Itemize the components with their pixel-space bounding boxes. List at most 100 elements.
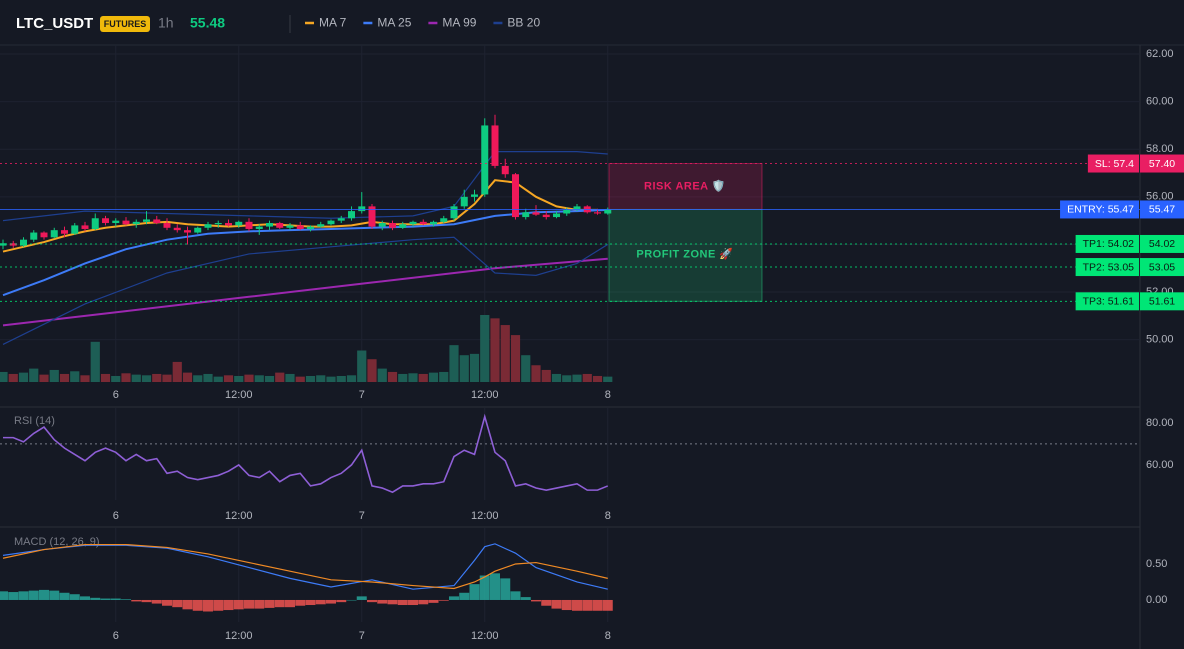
histogram-bar bbox=[18, 591, 29, 600]
volume-bar bbox=[223, 375, 234, 382]
level-value-box bbox=[1140, 258, 1184, 277]
macd-line bbox=[2, 543, 608, 590]
legend-label: BB 20 bbox=[507, 16, 540, 30]
level-value-label: 54.02 bbox=[1149, 238, 1175, 250]
histogram-bar bbox=[459, 592, 470, 600]
volume-bar bbox=[275, 372, 285, 382]
histogram-bar bbox=[326, 599, 336, 604]
volume-bar bbox=[346, 375, 357, 382]
candle-body bbox=[553, 213, 560, 218]
candle-body bbox=[471, 194, 478, 197]
volume-bar bbox=[254, 375, 264, 382]
indicator-line bbox=[2, 151, 608, 222]
candle-body bbox=[194, 227, 202, 233]
level-label-box bbox=[1075, 258, 1139, 277]
volume-bar bbox=[428, 372, 439, 382]
badge-bg bbox=[100, 16, 150, 32]
level-label: ENTRY: 55.47 bbox=[1067, 204, 1134, 216]
volume-bar bbox=[264, 375, 275, 382]
x-tick-label: 7 bbox=[359, 510, 365, 522]
volume-bar bbox=[111, 375, 121, 382]
macd-title: MACD (12, 26, 9) bbox=[14, 536, 100, 548]
level-label-box bbox=[1060, 200, 1139, 219]
histogram-bar bbox=[408, 599, 418, 606]
histogram-bar bbox=[203, 599, 213, 612]
candle-body bbox=[430, 221, 437, 225]
histogram-bar bbox=[100, 598, 111, 600]
volume-bar bbox=[0, 371, 8, 382]
candle-body bbox=[173, 227, 181, 231]
histogram-bar bbox=[39, 589, 49, 600]
histogram-bar bbox=[336, 599, 347, 603]
volume-bar bbox=[480, 315, 490, 382]
level-tag: 54.02 TP1: 54.02 bbox=[1075, 234, 1184, 253]
x-tick-label: 8 bbox=[605, 389, 611, 401]
candle-body bbox=[276, 223, 284, 228]
level-label: SL: 57.4 bbox=[1095, 158, 1134, 170]
candle-body bbox=[358, 206, 366, 212]
volume-bar bbox=[305, 375, 316, 382]
candle-body bbox=[245, 221, 253, 229]
volume-bar bbox=[39, 374, 49, 382]
level-value-label: 53.05 bbox=[1149, 261, 1175, 273]
volume-bar bbox=[203, 373, 213, 382]
candle-body bbox=[184, 230, 191, 233]
candle-body bbox=[460, 196, 468, 207]
level-label-box bbox=[1087, 154, 1139, 173]
legend-label: MA 25 bbox=[377, 16, 411, 30]
volume-bar bbox=[90, 341, 100, 382]
histogram-bar bbox=[182, 599, 193, 610]
candle-body bbox=[512, 174, 519, 218]
level-tag: 51.61 TP3: 51.61 bbox=[1075, 292, 1184, 311]
histogram-bar bbox=[264, 599, 275, 608]
level-tag: 55.47 ENTRY: 55.47 bbox=[1060, 200, 1184, 219]
volume-bar bbox=[510, 335, 521, 382]
macd-line bbox=[2, 543, 608, 590]
histogram-bar bbox=[192, 599, 203, 611]
x-tick-label: 12:00 bbox=[225, 389, 253, 401]
rsi-line bbox=[3, 413, 609, 494]
x-tick-label: 8 bbox=[605, 510, 611, 522]
candle-body bbox=[30, 232, 38, 240]
histogram-bar bbox=[572, 599, 582, 611]
level-value-box bbox=[1140, 234, 1184, 253]
volume-bar bbox=[213, 376, 223, 382]
y-tick-label: 56.00 bbox=[1146, 191, 1174, 203]
histogram-bar bbox=[69, 594, 80, 600]
histogram-bar bbox=[28, 590, 39, 600]
level-label-box bbox=[1075, 234, 1139, 253]
volume-bar bbox=[172, 361, 182, 382]
volume-bar bbox=[80, 375, 90, 382]
candle-body bbox=[440, 218, 448, 222]
volume-bar bbox=[29, 368, 39, 382]
candle-body bbox=[91, 218, 99, 229]
volume-bar bbox=[152, 373, 162, 382]
zone-label: PROFIT ZONE 🚀 bbox=[636, 247, 733, 260]
volume-bar bbox=[398, 373, 408, 382]
histogram-bar bbox=[592, 599, 603, 611]
volume-bar bbox=[285, 373, 295, 382]
histogram-bar bbox=[110, 598, 121, 600]
candle-body bbox=[542, 214, 550, 218]
histogram-bar bbox=[397, 599, 408, 606]
histogram-bar bbox=[233, 599, 244, 610]
x-tick-label: 7 bbox=[359, 630, 365, 642]
x-tick-label: 12:00 bbox=[471, 510, 499, 522]
candle-body bbox=[143, 219, 150, 222]
candle-body bbox=[286, 225, 294, 228]
candle-body bbox=[122, 220, 130, 225]
y-tick-label: 80.00 bbox=[1146, 417, 1174, 429]
volume-bar bbox=[603, 376, 613, 382]
candle-body bbox=[573, 206, 581, 210]
volume-bar bbox=[551, 373, 562, 382]
volume-bar bbox=[59, 373, 70, 382]
histogram-bar bbox=[561, 599, 572, 611]
histogram-bar bbox=[8, 592, 19, 600]
level-value-label: 51.61 bbox=[1149, 296, 1175, 308]
candle-body bbox=[389, 223, 396, 228]
level-value-box bbox=[1140, 200, 1184, 219]
volume-bar bbox=[162, 374, 172, 382]
candle-body bbox=[235, 221, 243, 226]
volume-bar bbox=[18, 372, 29, 382]
histogram-bar bbox=[438, 599, 449, 601]
